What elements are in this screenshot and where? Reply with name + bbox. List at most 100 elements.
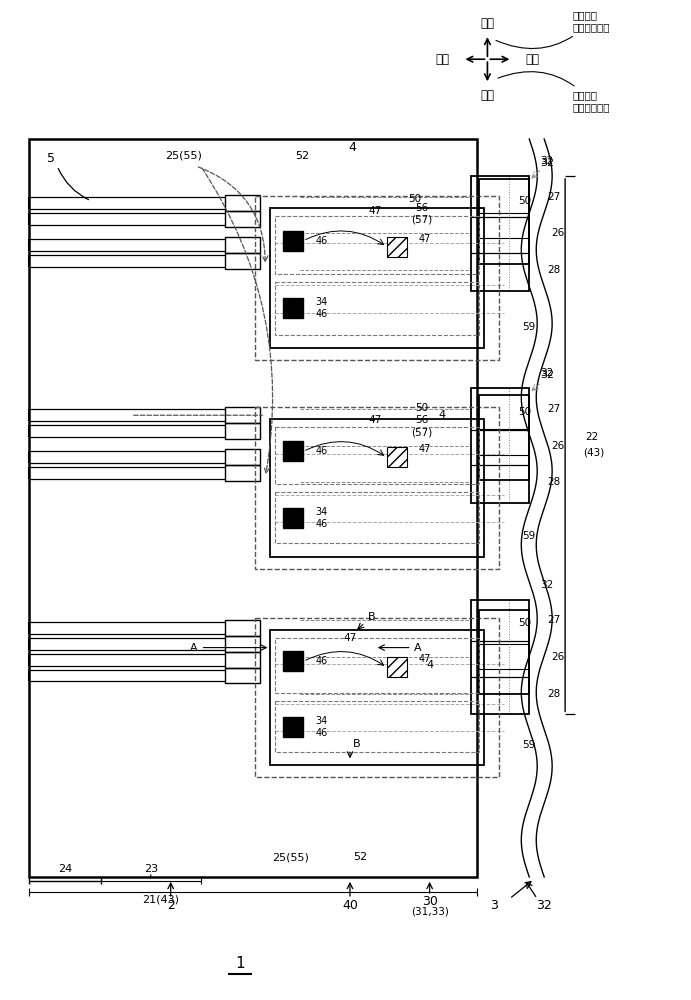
Text: (57): (57) <box>411 427 433 437</box>
Text: 47: 47 <box>419 444 431 454</box>
Text: 26: 26 <box>551 228 565 238</box>
Bar <box>283 651 303 671</box>
Text: 28: 28 <box>547 477 560 487</box>
Bar <box>270 208 484 348</box>
Bar <box>387 447 407 467</box>
Text: B: B <box>368 612 376 622</box>
Bar <box>225 211 261 227</box>
Text: 32: 32 <box>540 156 553 166</box>
Bar <box>29 139 477 877</box>
Text: 23: 23 <box>144 864 158 874</box>
Text: 28: 28 <box>547 265 560 275</box>
Text: 32: 32 <box>540 370 554 380</box>
Bar <box>471 176 529 291</box>
Text: 46: 46 <box>315 446 328 456</box>
Bar <box>225 652 261 668</box>
Text: 50: 50 <box>408 194 422 204</box>
Text: 56: 56 <box>415 415 428 425</box>
Text: A: A <box>414 643 422 653</box>
Text: 34: 34 <box>315 716 328 726</box>
Text: (57): (57) <box>411 215 433 225</box>
Bar <box>275 282 480 335</box>
Text: (43): (43) <box>583 447 605 457</box>
Bar <box>283 231 303 251</box>
Text: 46: 46 <box>315 519 328 529</box>
Bar <box>471 388 529 503</box>
Bar <box>283 441 303 461</box>
Text: 50: 50 <box>518 407 531 417</box>
Text: 25(55): 25(55) <box>165 151 202 161</box>
Text: 3: 3 <box>491 899 498 912</box>
Text: 56: 56 <box>415 203 428 213</box>
Bar <box>480 610 529 694</box>
Text: 前侧: 前侧 <box>525 53 539 66</box>
Bar <box>225 636 261 652</box>
Bar <box>283 298 303 318</box>
Bar <box>480 395 529 480</box>
Text: 47: 47 <box>419 654 431 664</box>
Text: 32: 32 <box>536 899 552 912</box>
Text: 59: 59 <box>522 322 536 332</box>
Bar <box>225 449 261 465</box>
Text: 50: 50 <box>518 618 531 628</box>
Text: 32: 32 <box>540 368 553 378</box>
Text: 前后方向
（第１方向）: 前后方向 （第１方向） <box>498 72 609 112</box>
Bar <box>275 492 480 543</box>
Bar <box>275 427 480 484</box>
Text: 1: 1 <box>236 956 245 971</box>
Text: 26: 26 <box>551 652 565 662</box>
Text: 左侧: 左侧 <box>480 89 495 102</box>
Text: 25(55): 25(55) <box>272 852 309 862</box>
Text: 4: 4 <box>438 410 445 420</box>
Text: 27: 27 <box>547 404 560 414</box>
Text: 46: 46 <box>315 656 328 666</box>
Bar <box>225 407 261 423</box>
Bar <box>283 508 303 528</box>
Text: 34: 34 <box>315 507 328 517</box>
Text: 4: 4 <box>426 660 433 670</box>
Text: 47: 47 <box>419 234 431 244</box>
Text: 右侧: 右侧 <box>480 17 495 30</box>
Bar <box>283 717 303 737</box>
Text: 30: 30 <box>422 895 437 908</box>
Text: A: A <box>190 643 198 653</box>
Text: (31,33): (31,33) <box>410 907 448 917</box>
Bar <box>256 196 500 360</box>
Bar <box>225 237 261 253</box>
Text: 34: 34 <box>315 297 328 307</box>
Text: 46: 46 <box>315 728 328 738</box>
Bar <box>225 423 261 439</box>
Text: 28: 28 <box>547 689 560 699</box>
Text: 47: 47 <box>368 206 381 216</box>
Bar <box>225 465 261 481</box>
Bar <box>270 419 484 557</box>
Text: 5: 5 <box>47 152 55 165</box>
Text: 27: 27 <box>547 615 560 625</box>
Text: 22: 22 <box>585 432 598 442</box>
Text: 52: 52 <box>295 151 310 161</box>
Text: 40: 40 <box>342 899 358 912</box>
Text: 27: 27 <box>547 192 560 202</box>
Bar <box>256 618 500 777</box>
Bar <box>275 638 480 693</box>
Text: 4: 4 <box>348 141 356 154</box>
Bar <box>225 668 261 683</box>
Bar <box>387 657 407 677</box>
Text: 46: 46 <box>315 236 328 246</box>
Bar <box>471 600 529 714</box>
Text: 47: 47 <box>343 633 357 643</box>
Text: 后侧: 后侧 <box>435 53 450 66</box>
Text: 32: 32 <box>540 158 554 168</box>
Text: 47: 47 <box>368 415 381 425</box>
Bar <box>225 253 261 269</box>
Text: 52: 52 <box>353 852 367 862</box>
Bar <box>480 179 529 264</box>
Bar <box>225 620 261 636</box>
Text: 宽度方向
（第２方向）: 宽度方向 （第２方向） <box>496 11 609 49</box>
Text: 26: 26 <box>551 441 565 451</box>
Text: 24: 24 <box>58 864 73 874</box>
Text: B: B <box>353 739 361 749</box>
Bar <box>387 237 407 257</box>
Text: 50: 50 <box>518 196 531 206</box>
Text: 59: 59 <box>522 531 536 541</box>
